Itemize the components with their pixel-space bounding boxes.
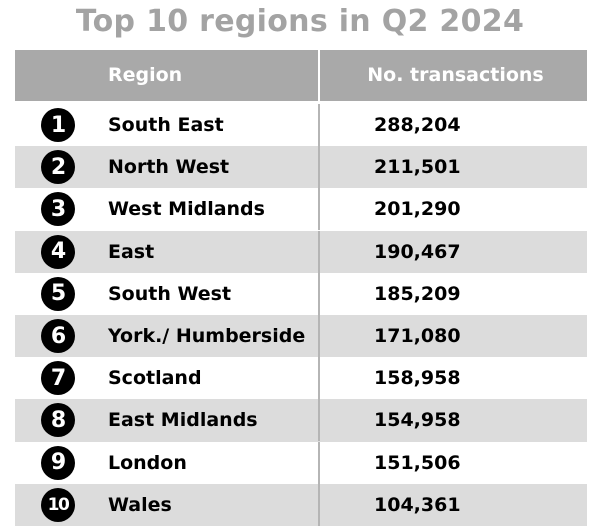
table-row: 9 London 151,506 [15, 441, 587, 484]
column-divider [318, 315, 320, 358]
rank-cell: 1 [15, 108, 108, 143]
region-cell: West Midlands [108, 198, 265, 221]
table-row: 3 West Midlands 201,290 [15, 188, 587, 231]
region-column-header: Region [108, 64, 183, 86]
table-body: 1 South East 288,204 2 North West 211,501 3 Wes… [15, 104, 587, 526]
column-divider [318, 483, 320, 526]
transactions-cell: 288,204 [374, 114, 461, 137]
rank-cell: 9 [15, 445, 108, 480]
rank-badge: 3 [41, 192, 75, 227]
header-divider [318, 50, 320, 101]
transactions-cell: 211,501 [374, 156, 461, 179]
rank-cell: 7 [15, 361, 108, 396]
column-divider [318, 104, 320, 147]
rank-badge: 2 [41, 150, 75, 185]
column-divider [318, 188, 320, 231]
column-divider [318, 357, 320, 400]
table-row: 10 Wales 104,361 [15, 483, 587, 526]
rank-badge: 5 [41, 276, 75, 311]
rank-badge: 9 [41, 445, 75, 480]
rank-badge: 6 [41, 319, 75, 354]
column-divider [318, 230, 320, 273]
rank-badge: 10 [41, 487, 75, 522]
table-row: 2 North West 211,501 [15, 146, 587, 189]
table-row: 7 Scotland 158,958 [15, 357, 587, 400]
transactions-cell: 171,080 [374, 325, 461, 348]
transactions-column-header: No. transactions [367, 64, 544, 86]
table-row: 4 East 190,467 [15, 230, 587, 273]
transactions-cell: 201,290 [374, 198, 461, 221]
region-cell: Scotland [108, 367, 202, 390]
rank-cell: 3 [15, 192, 108, 227]
rank-badge: 1 [41, 108, 75, 143]
table-row: 1 South East 288,204 [15, 104, 587, 147]
transactions-cell: 185,209 [374, 282, 461, 305]
region-cell: London [108, 451, 187, 474]
region-cell: North West [108, 156, 230, 179]
rank-cell: 6 [15, 319, 108, 354]
rank-cell: 2 [15, 150, 108, 185]
rank-column-header [15, 50, 108, 101]
column-divider [318, 441, 320, 484]
region-cell: East [108, 240, 155, 263]
table-row: 5 South West 185,209 [15, 272, 587, 315]
region-cell: South West [108, 282, 232, 305]
transactions-cell: 151,506 [374, 451, 461, 474]
transactions-cell: 190,467 [374, 240, 461, 263]
transactions-cell: 154,958 [374, 409, 461, 432]
region-cell: South East [108, 114, 224, 137]
table-header: Region No. transactions [15, 50, 587, 101]
rank-cell: 4 [15, 234, 108, 269]
rank-badge: 7 [41, 361, 75, 396]
column-divider [318, 146, 320, 189]
rank-badge: 4 [41, 234, 75, 269]
region-cell: Wales [108, 493, 172, 516]
rank-cell: 10 [15, 487, 108, 522]
column-divider [318, 399, 320, 442]
table-row: 8 East Midlands 154,958 [15, 399, 587, 442]
column-divider [318, 272, 320, 315]
rank-cell: 8 [15, 403, 108, 438]
region-cell: York./ Humberside [108, 325, 306, 348]
transactions-cell: 158,958 [374, 367, 461, 390]
table-row: 6 York./ Humberside 171,080 [15, 314, 587, 358]
region-cell: East Midlands [108, 409, 258, 432]
rank-cell: 5 [15, 276, 108, 311]
page-title: Top 10 regions in Q2 2024 [75, 4, 525, 39]
regions-table: Region No. transactions 1 South East 288,2… [15, 50, 587, 526]
rank-badge: 8 [41, 403, 75, 438]
transactions-cell: 104,361 [374, 493, 461, 516]
